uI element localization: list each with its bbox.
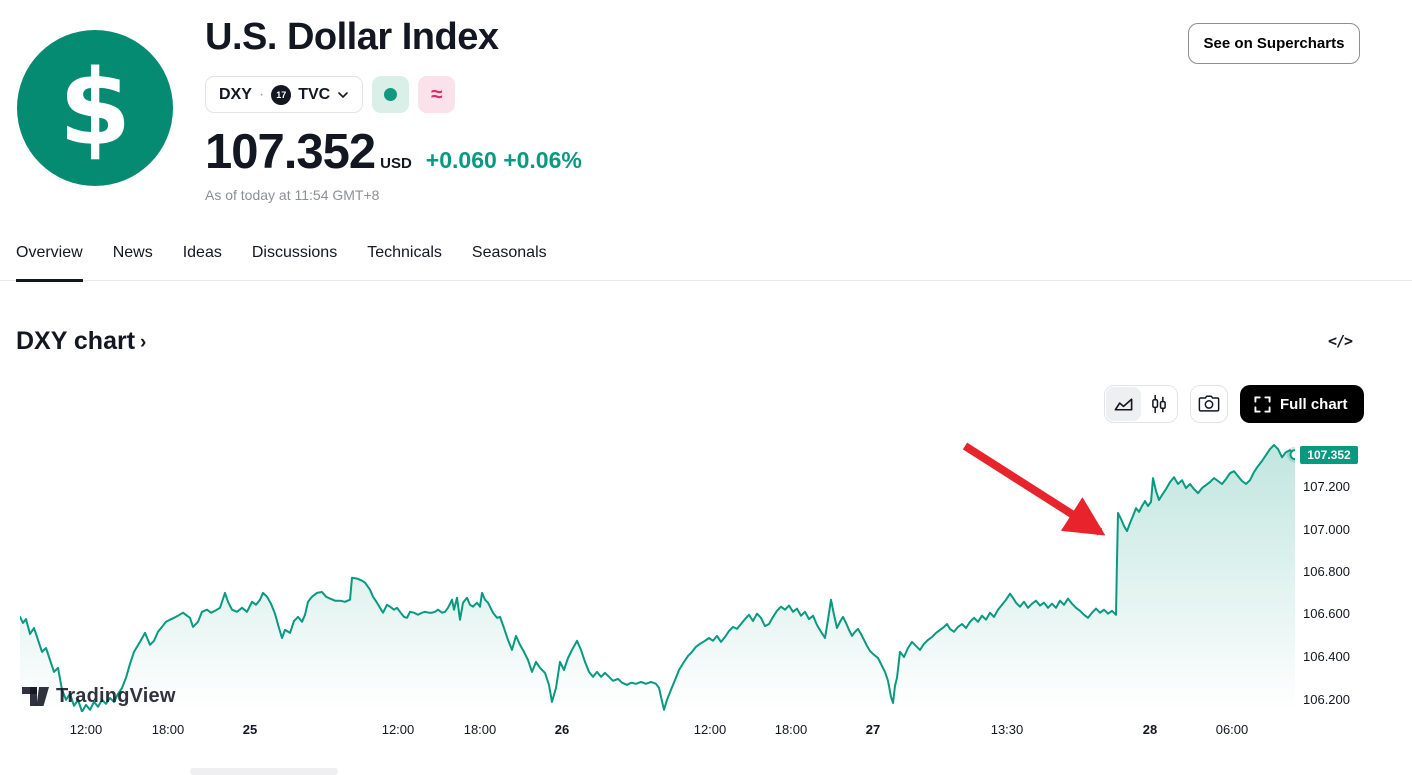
tradingview-watermark[interactable]: TradingView — [22, 685, 176, 708]
time-axis-label: 18:00 — [774, 722, 808, 737]
price-axis-label: 107.000 — [1303, 522, 1350, 537]
chart-style-segmented-control — [1104, 385, 1178, 423]
page-title: U.S. Dollar Index — [205, 16, 499, 58]
tab-news[interactable]: News — [112, 244, 153, 261]
price-chart-canvas[interactable] — [19, 440, 1303, 713]
separator-dot: · — [258, 85, 265, 103]
snapshot-button[interactable] — [1190, 385, 1228, 423]
currency-label: USD — [380, 155, 412, 172]
price-axis-label: 106.600 — [1303, 606, 1350, 621]
symbol-logo: $ — [17, 30, 173, 186]
tradingview-logo-icon: 17 — [271, 84, 292, 105]
as-of-timestamp: As of today at 11:54 GMT+8 — [205, 187, 380, 203]
time-axis-label: 12:00 — [381, 722, 415, 737]
time-axis-label: 26 — [554, 722, 570, 737]
chevron-right-icon: › — [140, 332, 147, 353]
full-chart-label: Full chart — [1280, 395, 1348, 413]
change-percent: +0.06% — [503, 147, 582, 173]
price-axis-label: 106.400 — [1303, 649, 1350, 664]
candlestick-icon — [1151, 394, 1166, 413]
chart-toolbar: Full chart — [1104, 385, 1364, 423]
camera-icon — [1198, 395, 1220, 412]
time-axis: 12:00 18:00 25 12:00 18:00 26 12:00 18:00 27 13:3… — [0, 722, 1360, 740]
tab-ideas[interactable]: Ideas — [182, 244, 222, 261]
price-line — [19, 444, 1296, 713]
area-series — [19, 442, 1303, 713]
chevron-down-icon — [338, 91, 349, 98]
last-price-tag: 107.352 — [1300, 446, 1358, 464]
watermark-text: TradingView — [56, 685, 176, 707]
market-open-dot-icon — [384, 88, 398, 101]
time-axis-label: 12:00 — [693, 722, 727, 737]
approx-icon: ≈ — [430, 83, 443, 106]
see-on-supercharts-button[interactable]: See on Supercharts — [1188, 23, 1360, 64]
fullscreen-icon — [1254, 395, 1271, 413]
time-axis-label: 28 — [1142, 722, 1158, 737]
price-change: +0.060 +0.06% — [426, 147, 582, 174]
symbol-ticker: DXY — [219, 85, 252, 103]
change-absolute: +0.060 — [425, 147, 497, 173]
area-fill — [20, 445, 1295, 712]
time-axis-label: 25 — [242, 722, 258, 737]
embed-code-icon[interactable]: </> — [1328, 332, 1353, 350]
symbol-selector[interactable]: DXY · 17 TVC — [205, 76, 364, 113]
market-open-badge[interactable] — [372, 76, 410, 113]
symbol-row: DXY · 17 TVC ≈ — [205, 76, 456, 113]
tradingview-logo-icon — [22, 687, 49, 706]
delayed-data-badge[interactable]: ≈ — [418, 76, 456, 113]
last-price-marker — [1289, 449, 1301, 461]
chart-section-link[interactable]: DXY chart › — [16, 327, 146, 356]
price-row: 107.352 USD +0.060 +0.06% — [205, 124, 582, 180]
price-axis-label: 106.200 — [1303, 692, 1350, 707]
time-axis-label: 27 — [865, 722, 881, 737]
price-axis: 107.200 107.000 106.800 106.600 106.400 106.2… — [1303, 440, 1373, 715]
chart-section-title: DXY chart — [16, 327, 136, 355]
time-axis-label: 12:00 — [69, 722, 103, 737]
time-axis-label: 13:30 — [990, 722, 1024, 737]
range-scrollbar[interactable] — [190, 768, 338, 775]
time-axis-label: 18:00 — [151, 722, 185, 737]
page-tabs: Overview News Ideas Discussions Technicals Se… — [0, 244, 1412, 282]
price-axis-label: 107.200 — [1303, 479, 1350, 494]
last-price: 107.352 — [205, 125, 376, 179]
time-axis-label: 18:00 — [463, 722, 497, 737]
area-chart-icon — [1114, 397, 1133, 411]
dollar-glyph: $ — [58, 47, 132, 169]
time-axis-label: 06:00 — [1215, 722, 1249, 737]
tab-overview[interactable]: Overview — [16, 244, 83, 282]
tab-technicals[interactable]: Technicals — [367, 244, 442, 261]
annotation-arrow — [962, 442, 1106, 536]
price-axis-label: 106.800 — [1303, 564, 1350, 579]
tab-seasonals[interactable]: Seasonals — [471, 244, 547, 261]
tab-discussions[interactable]: Discussions — [251, 244, 338, 261]
candles-style-button[interactable] — [1141, 387, 1176, 421]
exchange-name: TVC — [298, 85, 331, 103]
area-style-button[interactable] — [1106, 387, 1141, 421]
full-chart-button[interactable]: Full chart — [1240, 385, 1364, 423]
